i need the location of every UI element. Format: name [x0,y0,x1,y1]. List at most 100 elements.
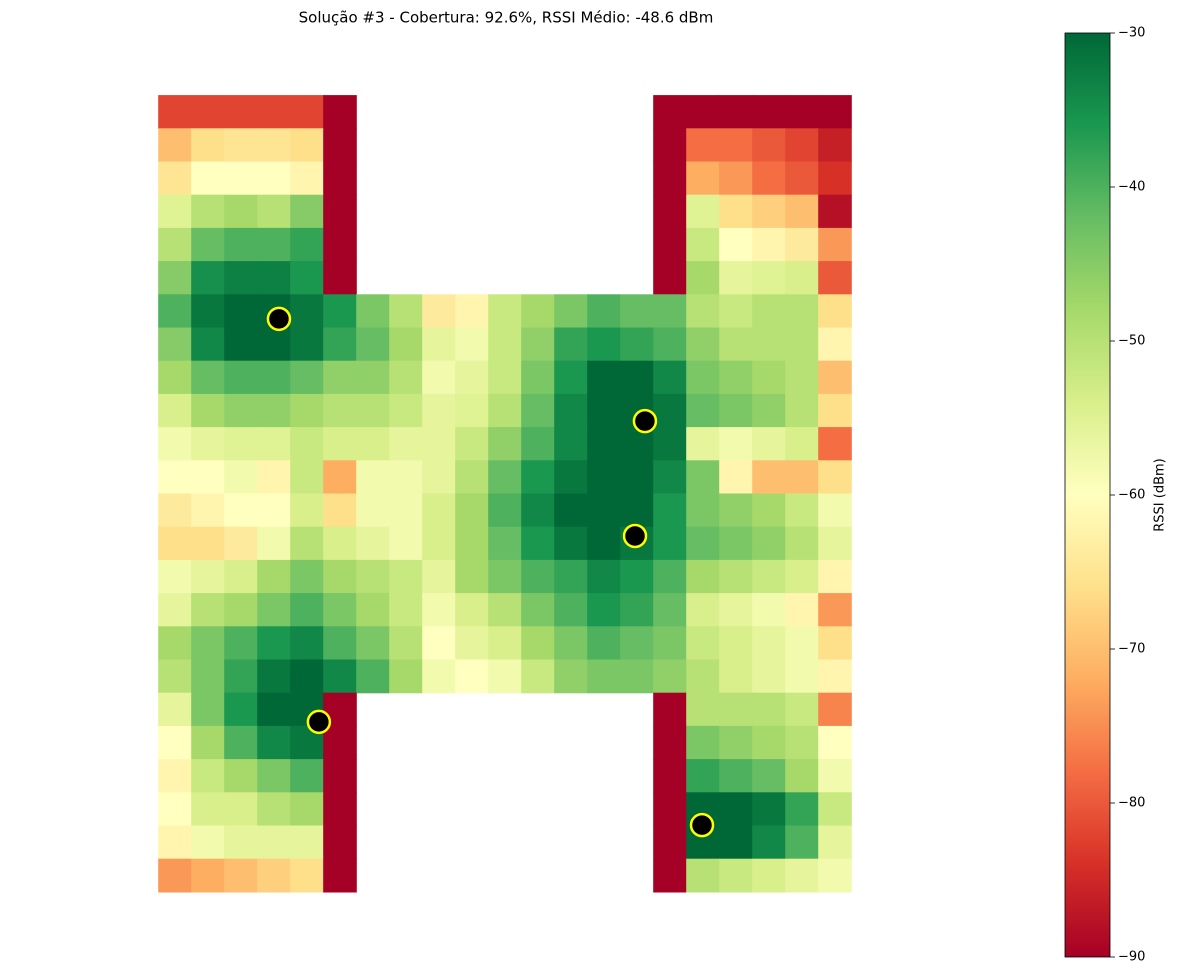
heatmap-cell [719,659,753,694]
heatmap-cell [719,360,753,395]
colorbar-tick-label: −80 [1118,796,1145,811]
heatmap-cell [290,759,324,793]
heatmap-cell [422,427,456,461]
heatmap-cell [785,460,819,495]
heatmap-cell [686,725,720,760]
heatmap-cell [785,128,819,163]
heatmap-cell [719,526,753,561]
heatmap-cell [257,427,291,461]
heatmap-cell [257,825,291,860]
heatmap-cell [620,559,654,594]
heatmap-cell [587,294,621,329]
heatmap-cell [191,593,225,627]
access-point [632,408,658,434]
heatmap-cell [257,559,291,594]
heatmap-cell [686,858,720,893]
chart-title: Solução #3 - Cobertura: 92.6%, RSSI Médi… [299,9,714,27]
heatmap-cell [389,659,423,694]
heatmap-cell [290,493,324,528]
heatmap-cell [191,294,225,329]
heatmap-cell [224,294,258,329]
heatmap-cell [719,161,753,196]
heatmap-cell [818,593,852,627]
heatmap-cell [323,360,357,395]
heatmap-cell [257,460,291,495]
heatmap-cell [455,626,489,661]
heatmap-cell [752,626,786,661]
heatmap-cell [191,759,225,793]
heatmap-cell [752,294,786,329]
heatmap-cell [158,327,192,362]
heatmap-cell [158,593,192,627]
heatmap-cell [785,294,819,329]
heatmap-cell [323,593,357,627]
heatmap-cell [554,593,588,627]
heatmap-cell [818,493,852,528]
heatmap-cell [191,460,225,495]
colorbar [1064,32,1111,958]
heatmap-cell [455,460,489,495]
heatmap-cell [818,759,852,793]
heatmap-cell [521,659,555,694]
heatmap-cell [323,493,357,528]
heatmap-cell [356,327,390,362]
access-point [266,306,292,332]
heatmap-cell [356,659,390,694]
heatmap-cell [323,725,357,760]
heatmap-cell [620,626,654,661]
heatmap-cell [719,626,753,661]
heatmap-cell [554,493,588,528]
heatmap-cell [521,559,555,594]
heatmap-cell [224,858,258,893]
heatmap-cell [191,261,225,295]
heatmap-cell [752,659,786,694]
heatmap-cell [653,227,687,262]
heatmap-cell [686,161,720,196]
heatmap-cell [818,95,852,129]
heatmap-cell [422,559,456,594]
heatmap-cell [290,261,324,295]
heatmap-cell [158,759,192,793]
heatmap-cell [257,659,291,694]
heatmap-cell [257,593,291,627]
heatmap-cell [257,725,291,760]
heatmap-cell [257,227,291,262]
heatmap-cell [752,493,786,528]
heatmap-cell [323,626,357,661]
heatmap-cell [653,95,687,129]
heatmap-cell [158,161,192,196]
heatmap-cell [257,792,291,827]
heatmap-cell [389,360,423,395]
heatmap-cell [554,360,588,395]
heatmap-cell [554,559,588,594]
heatmap-cell [653,725,687,760]
heatmap-cell [389,559,423,594]
heatmap-cell [752,261,786,295]
heatmap-cell [224,825,258,860]
heatmap-cell [455,493,489,528]
heatmap-cell [587,393,621,428]
heatmap-cell [554,327,588,362]
heatmap-cell [752,725,786,760]
heatmap-cell [290,559,324,594]
heatmap-cell [224,261,258,295]
heatmap-cell [521,460,555,495]
heatmap-cell [224,460,258,495]
heatmap-cell [785,825,819,860]
heatmap-cell [653,825,687,860]
heatmap-cell [818,526,852,561]
access-point [689,812,715,838]
heatmap-cell [158,559,192,594]
heatmap-cell [719,759,753,793]
heatmap-cell [752,825,786,860]
heatmap-cell [488,327,522,362]
heatmap-cell [653,792,687,827]
heatmap-cell [719,792,753,827]
heatmap-cell [587,593,621,627]
heatmap-cell [455,393,489,428]
heatmap-cell [488,427,522,461]
heatmap-cell [752,194,786,229]
heatmap-cell [257,327,291,362]
heatmap-cell [158,626,192,661]
heatmap-cell [818,825,852,860]
